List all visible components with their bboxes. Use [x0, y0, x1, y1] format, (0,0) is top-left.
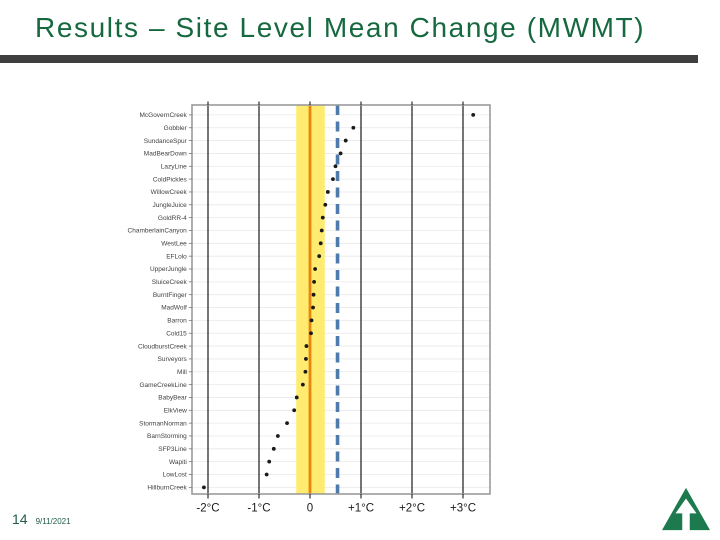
slide-date: 9/11/2021: [35, 517, 71, 526]
y-axis-label: ColdPickles: [153, 176, 188, 183]
data-point: [303, 369, 308, 374]
y-axis-label: LazyLine: [161, 163, 187, 170]
data-point: [304, 344, 309, 348]
x-axis-label: +3°C: [450, 503, 476, 515]
dot-plot-chart: -2°C -1°C 0 +1°C +2°C +3°C McGovernCreek Gobble…: [128, 101, 491, 515]
y-axis-label: BarnStorming: [147, 433, 187, 440]
x-axis-label: -2°C: [196, 503, 219, 515]
y-axis-label: GameCreekLine: [139, 382, 187, 389]
data-point: [313, 267, 317, 271]
plot-border: [191, 104, 491, 495]
plot-background: [192, 105, 490, 494]
x-axis-label: -1°C: [247, 503, 270, 515]
data-point: [292, 408, 297, 413]
data-point: [319, 228, 324, 233]
data-point: [351, 125, 356, 130]
data-point: [311, 292, 316, 297]
page-number: 14: [12, 511, 28, 527]
chart: -2°C -1°C 0 +1°C +2°C +3°C McGovernCreek Gobble…: [120, 100, 512, 532]
data-point: [202, 485, 206, 490]
y-axis-label: JungleJuice: [152, 202, 187, 209]
data-point: [312, 279, 316, 284]
y-axis-label: WillowCreek: [151, 189, 188, 196]
data-point: [285, 421, 289, 426]
data-point: [471, 113, 476, 117]
y-axis-label: BabyBear: [158, 395, 187, 402]
data-point: [317, 254, 322, 259]
y-axis-label: SluiceCreek: [152, 279, 188, 286]
data-point: [309, 318, 314, 323]
data-point: [264, 472, 269, 477]
data-point: [325, 190, 330, 194]
x-axis-label: +1°C: [348, 503, 374, 515]
y-axis-label: MadWolf: [161, 305, 187, 312]
y-axis-label: ChamberlainCanyon: [128, 228, 188, 235]
y-axis-label: WestLee: [161, 241, 187, 248]
y-axis-label: Surveyors: [158, 356, 188, 363]
data-point: [331, 177, 335, 182]
y-axis-label: GoldRR-4: [158, 215, 187, 222]
y-axis-label: MadBearDown: [144, 151, 187, 158]
data-point: [338, 151, 343, 156]
y-axis-label: Barron: [167, 318, 187, 325]
y-axis-label: Gobbler: [164, 125, 188, 132]
x-axis-label: 0: [307, 503, 313, 515]
data-point: [311, 305, 315, 310]
y-axis-label: Mill: [177, 369, 187, 376]
y-axis-label: ElkView: [164, 407, 187, 414]
y-axis-label: LowLost: [163, 472, 187, 479]
data-point: [318, 241, 323, 246]
y-axis-label: StormanNorman: [139, 420, 187, 427]
data-point: [304, 357, 308, 361]
y-axis-label: SundanceSpur: [144, 138, 188, 145]
data-point: [333, 164, 338, 169]
company-logo-icon: [661, 487, 711, 531]
data-point: [309, 331, 313, 336]
y-axis-label: Cold15: [166, 330, 187, 337]
slide-footer: 14 9/11/2021: [12, 511, 71, 527]
data-point: [300, 382, 305, 387]
y-axis-label: BurntFinger: [153, 292, 188, 299]
y-axis-label: CloudburstCreek: [138, 343, 188, 350]
data-point: [323, 202, 328, 207]
data-point: [294, 395, 299, 400]
x-axis-label: +2°C: [399, 503, 425, 515]
y-axis-label: McGovernCreek: [139, 112, 187, 119]
data-point: [343, 138, 348, 143]
data-point: [275, 434, 280, 438]
page-title: Results – Site Level Mean Change (MWMT): [35, 12, 646, 43]
y-axis-label: UpperJungle: [150, 266, 187, 273]
y-axis-label: SFP3Line: [158, 446, 187, 453]
data-point: [267, 459, 272, 464]
data-point: [271, 446, 276, 451]
y-axis-label: Wapiti: [169, 459, 187, 466]
title-divider: [0, 55, 698, 63]
y-axis-label: EFLolo: [166, 253, 187, 260]
data-point: [320, 215, 325, 220]
y-axis-label: HillburnCreek: [147, 485, 187, 492]
